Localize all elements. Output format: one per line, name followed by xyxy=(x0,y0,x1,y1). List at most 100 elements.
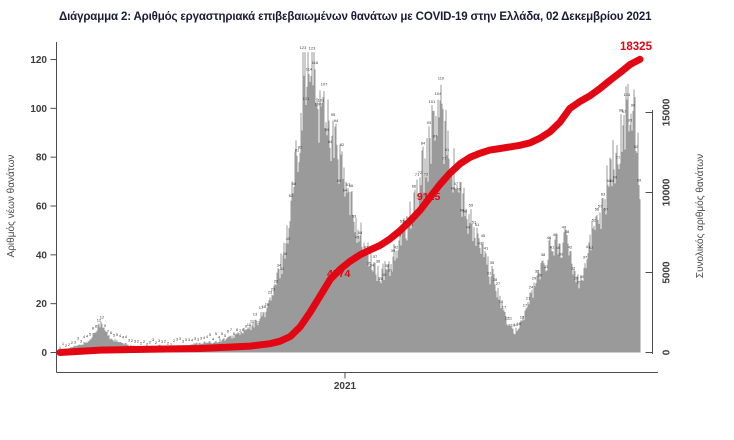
svg-text:54: 54 xyxy=(406,215,411,220)
svg-text:5: 5 xyxy=(116,332,119,337)
svg-text:84: 84 xyxy=(421,140,426,145)
svg-text:41: 41 xyxy=(484,245,489,250)
svg-text:53: 53 xyxy=(352,213,357,218)
svg-text:93: 93 xyxy=(427,120,432,125)
svg-text:3: 3 xyxy=(161,339,164,344)
svg-text:2: 2 xyxy=(71,340,74,345)
svg-text:30: 30 xyxy=(580,274,585,279)
svg-text:110: 110 xyxy=(438,76,445,81)
svg-text:31: 31 xyxy=(388,268,393,273)
svg-text:82: 82 xyxy=(634,144,639,149)
svg-text:57: 57 xyxy=(604,207,609,212)
svg-text:32: 32 xyxy=(280,266,285,271)
svg-text:3: 3 xyxy=(188,337,191,342)
svg-text:69: 69 xyxy=(337,178,342,183)
svg-text:34: 34 xyxy=(277,263,282,268)
svg-text:68: 68 xyxy=(292,181,297,186)
svg-text:32: 32 xyxy=(571,266,576,271)
svg-text:30: 30 xyxy=(382,272,387,277)
svg-text:28: 28 xyxy=(379,276,384,281)
svg-text:4: 4 xyxy=(122,335,125,340)
svg-text:68: 68 xyxy=(610,178,615,183)
svg-text:84: 84 xyxy=(328,139,333,144)
svg-text:4: 4 xyxy=(218,335,221,340)
svg-text:5: 5 xyxy=(215,331,218,336)
svg-text:40: 40 xyxy=(556,245,561,250)
svg-text:123: 123 xyxy=(300,45,307,50)
svg-text:7: 7 xyxy=(239,328,242,333)
svg-text:97: 97 xyxy=(622,109,627,114)
svg-text:20: 20 xyxy=(36,299,48,310)
svg-text:51: 51 xyxy=(475,222,480,227)
svg-text:63: 63 xyxy=(601,192,606,197)
svg-text:67: 67 xyxy=(346,182,351,187)
svg-text:28: 28 xyxy=(493,277,498,282)
svg-text:98: 98 xyxy=(619,107,624,112)
svg-text:46: 46 xyxy=(553,232,558,237)
svg-text:120: 120 xyxy=(30,55,47,66)
svg-text:34: 34 xyxy=(370,262,375,267)
svg-text:39: 39 xyxy=(391,248,396,253)
svg-text:57: 57 xyxy=(598,203,603,208)
svg-text:37: 37 xyxy=(373,254,378,259)
svg-text:4: 4 xyxy=(191,338,194,343)
svg-text:5: 5 xyxy=(209,332,212,337)
svg-text:3: 3 xyxy=(158,338,161,343)
svg-text:2: 2 xyxy=(65,343,68,348)
svg-text:64: 64 xyxy=(343,187,348,192)
svg-text:18: 18 xyxy=(499,299,504,304)
svg-text:72: 72 xyxy=(424,172,429,177)
svg-text:7: 7 xyxy=(230,327,233,332)
svg-text:45: 45 xyxy=(286,236,291,241)
svg-text:8: 8 xyxy=(92,325,95,330)
svg-text:104: 104 xyxy=(435,91,442,96)
svg-text:66: 66 xyxy=(349,183,354,188)
svg-text:48: 48 xyxy=(358,230,363,235)
svg-text:17: 17 xyxy=(259,305,264,310)
svg-text:1: 1 xyxy=(59,345,62,350)
svg-text:12: 12 xyxy=(97,318,102,323)
svg-text:80: 80 xyxy=(36,153,48,164)
svg-text:0: 0 xyxy=(41,348,47,359)
svg-text:7: 7 xyxy=(107,329,110,334)
svg-text:28: 28 xyxy=(274,279,279,284)
svg-text:3: 3 xyxy=(74,339,77,344)
svg-text:3: 3 xyxy=(194,336,197,341)
svg-text:56: 56 xyxy=(595,206,600,211)
svg-text:42: 42 xyxy=(568,245,573,250)
svg-text:11: 11 xyxy=(508,316,513,321)
svg-text:2: 2 xyxy=(143,339,146,344)
svg-text:26: 26 xyxy=(577,279,582,284)
svg-text:71: 71 xyxy=(415,172,420,177)
svg-text:114: 114 xyxy=(306,66,313,71)
svg-text:43: 43 xyxy=(478,240,483,245)
svg-text:94: 94 xyxy=(334,118,339,123)
svg-text:13: 13 xyxy=(520,314,525,319)
svg-text:4: 4 xyxy=(203,335,206,340)
svg-text:87: 87 xyxy=(433,134,438,139)
svg-text:3: 3 xyxy=(185,337,188,342)
svg-text:49: 49 xyxy=(562,225,567,230)
svg-text:51: 51 xyxy=(472,220,477,225)
svg-text:95: 95 xyxy=(331,112,336,117)
svg-text:29: 29 xyxy=(574,276,579,281)
svg-text:3: 3 xyxy=(200,336,203,341)
svg-text:4: 4 xyxy=(125,334,128,339)
svg-text:5: 5 xyxy=(224,333,227,338)
svg-text:10: 10 xyxy=(247,322,252,327)
svg-text:101: 101 xyxy=(318,98,325,103)
svg-text:1: 1 xyxy=(62,341,65,346)
svg-text:3: 3 xyxy=(176,336,179,341)
svg-text:5000: 5000 xyxy=(662,261,673,284)
svg-text:3: 3 xyxy=(80,338,83,343)
svg-text:56: 56 xyxy=(463,208,468,213)
right-axis-title: Συνολικός αριθμός θανάτων xyxy=(694,154,706,278)
svg-text:42: 42 xyxy=(364,245,369,250)
svg-text:10: 10 xyxy=(511,323,516,328)
svg-text:82: 82 xyxy=(340,142,345,147)
chart-title: Διάγραμμα 2: Αριθμός εργαστηριακά επιβεβ… xyxy=(59,11,652,23)
svg-text:6: 6 xyxy=(110,330,113,335)
svg-text:41: 41 xyxy=(586,244,591,249)
svg-text:13: 13 xyxy=(253,312,258,317)
